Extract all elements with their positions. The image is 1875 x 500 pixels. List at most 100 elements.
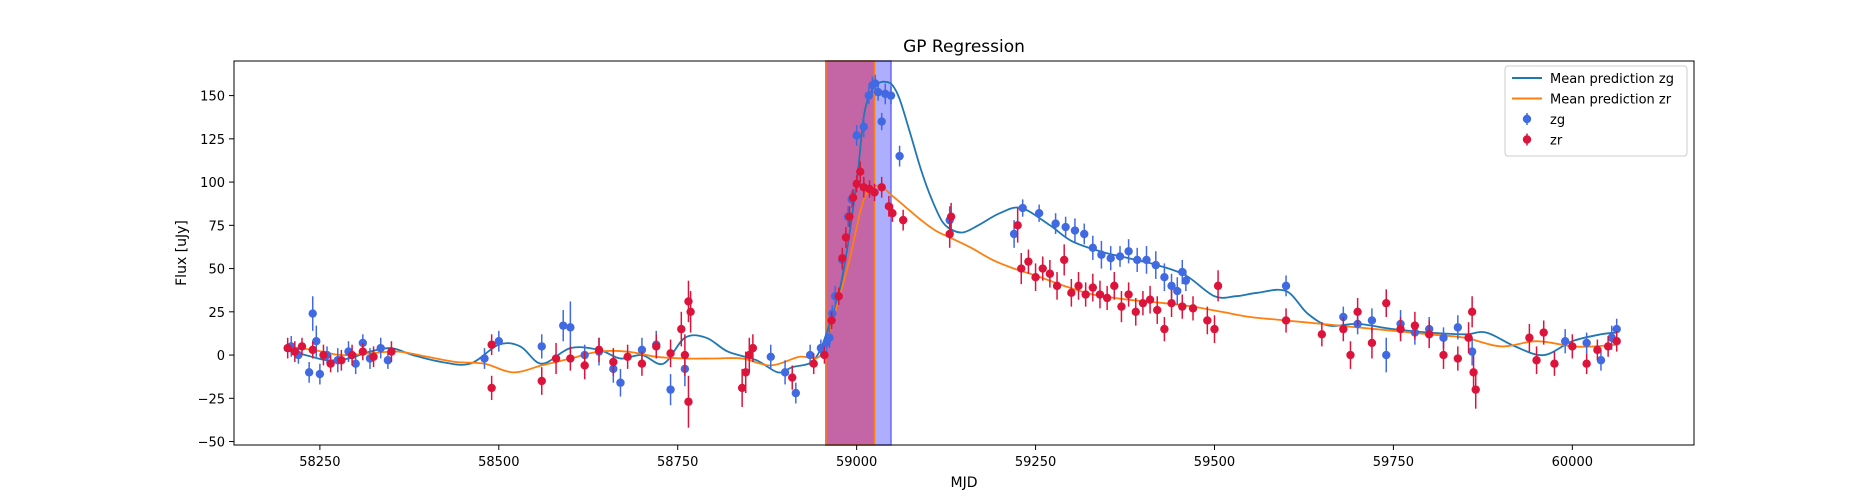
point-zg-82 — [1560, 329, 1570, 354]
marker-zr — [1124, 290, 1133, 299]
marker-zr — [684, 397, 693, 406]
y-tick-label: 125 — [200, 133, 225, 148]
point-zr-32 — [748, 334, 758, 362]
point-zg-75 — [1382, 337, 1391, 373]
marker-zr — [594, 345, 604, 355]
x-tick-label: 58250 — [299, 455, 340, 470]
legend-label: Mean prediction zg — [1550, 72, 1674, 87]
marker-zr — [1017, 264, 1026, 273]
marker-zr — [487, 383, 496, 393]
marker-zg — [480, 354, 489, 363]
marker-zg — [766, 352, 775, 361]
marker-zg — [1439, 333, 1448, 342]
point-zr-70 — [1131, 297, 1140, 326]
marker-zg — [1160, 273, 1169, 282]
y-tick-label: 75 — [208, 219, 225, 234]
point-zr-3 — [297, 337, 307, 356]
marker-zr — [680, 350, 690, 360]
legend-swatch-marker — [1522, 135, 1532, 144]
point-zr-51 — [945, 220, 954, 248]
point-zr-33 — [788, 365, 797, 390]
point-zg-57 — [1080, 223, 1089, 245]
marker-zr — [1052, 281, 1062, 291]
marker-zr — [283, 343, 292, 353]
marker-zg — [871, 79, 880, 88]
marker-zg — [877, 117, 886, 126]
point-zr-79 — [1210, 315, 1219, 343]
marker-zr — [1367, 338, 1377, 348]
marker-zr — [666, 349, 675, 358]
x-tick-label: 60000 — [1552, 455, 1593, 470]
marker-zr — [898, 215, 908, 225]
legend-swatch-marker — [1522, 114, 1532, 124]
x-axis-label: MJD — [951, 475, 978, 491]
point-zr-68 — [1117, 291, 1126, 323]
marker-zg — [1560, 337, 1570, 346]
marker-zg — [1382, 350, 1391, 360]
marker-zr — [1471, 385, 1480, 394]
point-zr-65 — [1095, 280, 1105, 309]
marker-zr — [387, 347, 396, 356]
point-zr-73 — [1153, 296, 1162, 324]
point-zr-2 — [290, 341, 300, 362]
marker-zr — [1339, 324, 1348, 334]
point-zr-91 — [1439, 341, 1448, 369]
marker-zg — [1018, 203, 1027, 213]
point-zr-98 — [1532, 346, 1541, 375]
point-zr-72 — [1145, 285, 1155, 314]
x-tick-label: 59000 — [836, 455, 877, 470]
point-zr-5 — [319, 344, 328, 366]
marker-zg — [1453, 323, 1463, 332]
marker-zr — [1102, 293, 1112, 303]
legend: Mean prediction zg Mean prediction zr zg zr — [1504, 65, 1688, 157]
marker-zg — [304, 368, 314, 377]
point-zr-81 — [1281, 308, 1291, 333]
marker-zr — [1317, 330, 1327, 339]
x-tick-label: 58500 — [478, 455, 519, 470]
marker-zr — [319, 350, 328, 360]
point-zg-54 — [1051, 213, 1060, 234]
point-zg-53 — [1034, 204, 1044, 222]
point-zg-26 — [666, 374, 675, 406]
point-zr-88 — [1396, 317, 1405, 342]
point-zr-85 — [1353, 297, 1362, 326]
marker-zr — [580, 361, 589, 370]
point-zr-102 — [1582, 353, 1591, 375]
point-zr-29 — [737, 368, 747, 407]
point-zr-50 — [898, 209, 908, 231]
marker-zr — [1013, 221, 1022, 230]
point-zg-4 — [308, 296, 317, 331]
marker-zr — [1213, 281, 1223, 291]
point-zg-62 — [1124, 239, 1133, 264]
marker-zr — [946, 212, 956, 221]
marker-zr — [1346, 350, 1355, 360]
point-zr-59 — [1052, 272, 1062, 300]
point-zg-41 — [859, 116, 869, 138]
point-zr-23 — [666, 339, 675, 368]
marker-zr — [834, 292, 843, 301]
y-tick-label: 25 — [208, 306, 225, 321]
marker-zg — [312, 337, 321, 346]
marker-zr — [1424, 330, 1434, 339]
x-tick-label: 59750 — [1373, 455, 1414, 470]
point-zg-6 — [315, 363, 325, 385]
point-zr-87 — [1382, 289, 1391, 317]
marker-zg — [1582, 338, 1591, 348]
marker-zr — [888, 209, 897, 218]
marker-zg — [805, 350, 815, 360]
point-zr-99 — [1539, 320, 1548, 345]
marker-zr — [841, 233, 851, 242]
point-zr-89 — [1410, 311, 1420, 340]
marker-zg — [1467, 347, 1477, 356]
marker-zr — [369, 352, 378, 361]
point-zr-58 — [1045, 259, 1055, 288]
point-zr-14 — [537, 367, 546, 395]
point-zg-13 — [376, 337, 385, 359]
marker-zr — [1024, 257, 1033, 266]
point-zg-45 — [873, 83, 883, 101]
point-zr-69 — [1124, 282, 1133, 307]
x-axis-ticks: 58250 58500 58750 59000 59250 59500 59750 60000 — [299, 445, 1593, 470]
marker-zr — [347, 350, 357, 360]
marker-zr — [1469, 368, 1478, 377]
marker-zr — [737, 383, 747, 393]
